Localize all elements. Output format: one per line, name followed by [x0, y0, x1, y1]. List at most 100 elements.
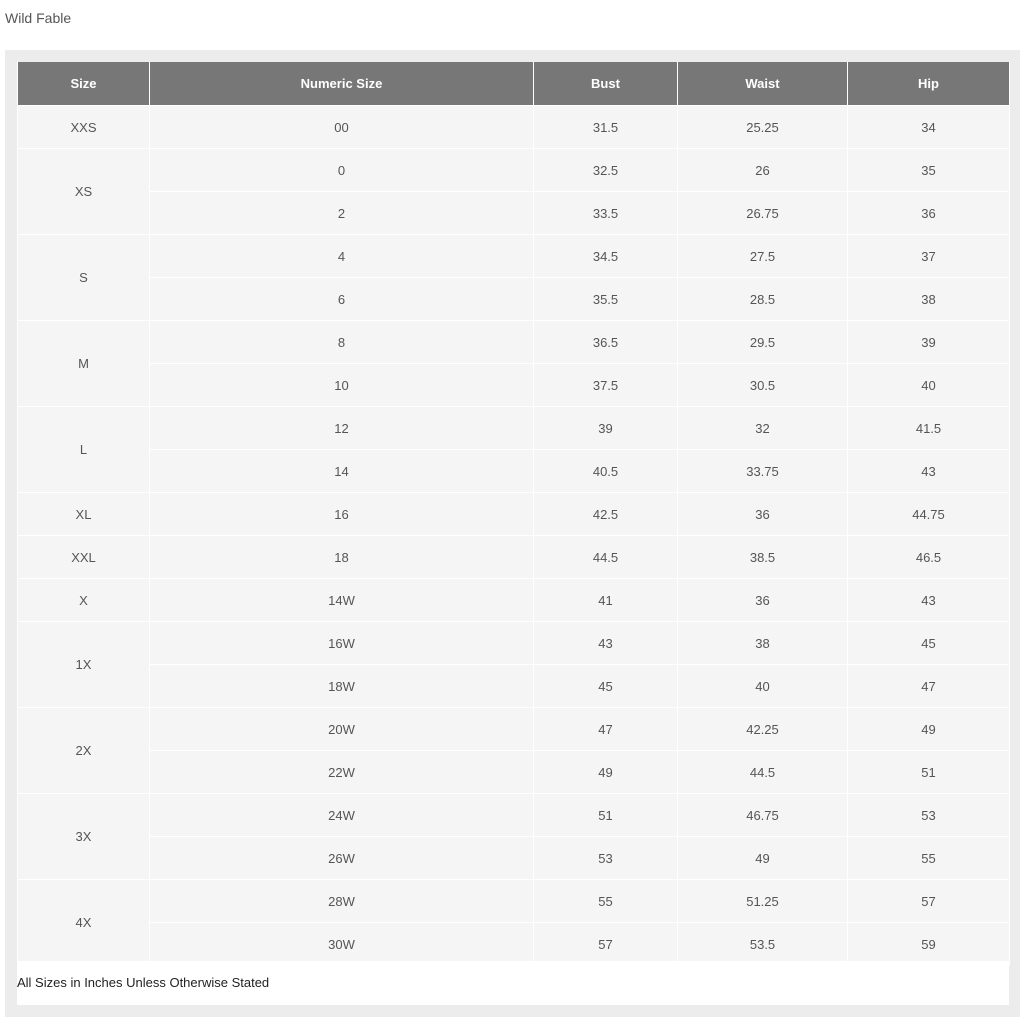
cell-hip: 35 — [847, 148, 1010, 192]
cell-bust: 35.5 — [533, 277, 678, 321]
table-row: 3X 24W 51 46.75 53 — [17, 793, 1010, 880]
table-row: 2 33.5 26.75 36 — [18, 191, 1010, 235]
cell-numeric-size: 22W — [149, 750, 534, 794]
cell-numeric-size: 00 — [149, 105, 534, 149]
cell-waist: 49 — [677, 836, 848, 880]
cell-numeric-size: 18W — [149, 664, 534, 708]
table-row: 18W 45 40 47 — [18, 664, 1010, 708]
cell-hip: 53 — [847, 793, 1010, 837]
cell-size: 3X — [17, 793, 150, 880]
table-row: 6 35.5 28.5 38 — [18, 277, 1010, 321]
table-row: S 4 34.5 27.5 37 — [17, 234, 1010, 321]
cell-hip: 41.5 — [847, 406, 1010, 450]
cell-waist: 38 — [677, 621, 848, 665]
cell-waist: 28.5 — [677, 277, 848, 321]
cell-waist: 51.25 — [677, 879, 848, 923]
table-row: 2X 20W 47 42.25 49 — [17, 707, 1010, 794]
cell-bust: 36.5 — [533, 320, 678, 364]
table-row: 10 37.5 30.5 40 — [18, 363, 1010, 407]
cell-bust: 40.5 — [533, 449, 678, 493]
cell-numeric-size: 26W — [149, 836, 534, 880]
cell-size: XXL — [17, 535, 150, 579]
table-row: XXS 00 31.5 25.25 34 — [17, 105, 1010, 149]
cell-hip: 44.75 — [847, 492, 1010, 536]
cell-numeric-size: 10 — [149, 363, 534, 407]
cell-bust: 34.5 — [533, 234, 678, 278]
table-row: 22W 49 44.5 51 — [18, 750, 1010, 794]
cell-numeric-size: 28W — [149, 879, 534, 923]
table-row: XXL 18 44.5 38.5 46.5 — [17, 535, 1010, 579]
cell-size: 4X — [17, 879, 150, 966]
table-row: 4X 28W 55 51.25 57 — [17, 879, 1010, 966]
cell-bust: 55 — [533, 879, 678, 923]
cell-bust: 37.5 — [533, 363, 678, 407]
cell-hip: 49 — [847, 707, 1010, 751]
cell-waist: 25.25 — [677, 105, 848, 149]
cell-waist: 46.75 — [677, 793, 848, 837]
table-row: 1X 16W 43 38 45 — [17, 621, 1010, 708]
cell-bust: 32.5 — [533, 148, 678, 192]
cell-hip: 40 — [847, 363, 1010, 407]
cell-waist: 33.75 — [677, 449, 848, 493]
header-bust: Bust — [533, 62, 678, 106]
cell-numeric-size: 16W — [149, 621, 534, 665]
cell-waist: 42.25 — [677, 707, 848, 751]
cell-numeric-size: 2 — [149, 191, 534, 235]
cell-size: XL — [17, 492, 150, 536]
cell-hip: 34 — [847, 105, 1010, 149]
cell-bust: 49 — [533, 750, 678, 794]
cell-numeric-size: 30W — [149, 922, 534, 966]
cell-waist: 38.5 — [677, 535, 848, 579]
table-row: 14 40.5 33.75 43 — [18, 449, 1010, 493]
table-row: XS 0 32.5 26 35 — [17, 148, 1010, 235]
cell-hip: 36 — [847, 191, 1010, 235]
cell-waist: 27.5 — [677, 234, 848, 278]
cell-hip: 39 — [847, 320, 1010, 364]
footnote-text: All Sizes in Inches Unless Otherwise Sta… — [17, 975, 270, 990]
cell-numeric-size: 20W — [149, 707, 534, 751]
header-hip: Hip — [847, 62, 1010, 106]
cell-waist: 29.5 — [677, 320, 848, 364]
table-row: M 8 36.5 29.5 39 — [17, 320, 1010, 407]
cell-bust: 43 — [533, 621, 678, 665]
page-title: Wild Fable — [5, 10, 72, 26]
cell-waist: 40 — [677, 664, 848, 708]
cell-bust: 47 — [533, 707, 678, 751]
cell-hip: 55 — [847, 836, 1010, 880]
table-row: L 12 39 32 41.5 — [17, 406, 1010, 493]
cell-size: XS — [17, 148, 150, 235]
table-row: 30W 57 53.5 59 — [18, 922, 1010, 966]
cell-size: M — [17, 320, 150, 407]
cell-hip: 45 — [847, 621, 1010, 665]
cell-bust: 42.5 — [533, 492, 678, 536]
table-row: X 14W 41 36 43 — [17, 578, 1010, 622]
cell-waist: 44.5 — [677, 750, 848, 794]
cell-hip: 38 — [847, 277, 1010, 321]
cell-size: L — [17, 406, 150, 493]
cell-hip: 43 — [847, 578, 1010, 622]
footnote: All Sizes in Inches Unless Otherwise Sta… — [17, 961, 1009, 1005]
size-chart-table: Size Numeric Size Bust Waist Hip XXS 00 31.5 25… — [17, 62, 1010, 966]
cell-numeric-size: 4 — [149, 234, 534, 278]
cell-waist: 36 — [677, 492, 848, 536]
size-chart-container: Size Numeric Size Bust Waist Hip XXS 00 31.5 25… — [5, 50, 1020, 1017]
cell-size: 1X — [17, 621, 150, 708]
cell-size: S — [17, 234, 150, 321]
cell-bust: 33.5 — [533, 191, 678, 235]
cell-numeric-size: 14W — [149, 578, 534, 622]
cell-numeric-size: 18 — [149, 535, 534, 579]
cell-bust: 44.5 — [533, 535, 678, 579]
cell-hip: 57 — [847, 879, 1010, 923]
cell-size: X — [17, 578, 150, 622]
cell-bust: 45 — [533, 664, 678, 708]
cell-hip: 47 — [847, 664, 1010, 708]
cell-waist: 36 — [677, 578, 848, 622]
header-numeric-size: Numeric Size — [149, 62, 534, 106]
cell-hip: 59 — [847, 922, 1010, 966]
cell-bust: 31.5 — [533, 105, 678, 149]
cell-size: XXS — [17, 105, 150, 149]
cell-waist: 32 — [677, 406, 848, 450]
cell-numeric-size: 16 — [149, 492, 534, 536]
cell-waist: 26.75 — [677, 191, 848, 235]
header-size: Size — [17, 62, 150, 106]
